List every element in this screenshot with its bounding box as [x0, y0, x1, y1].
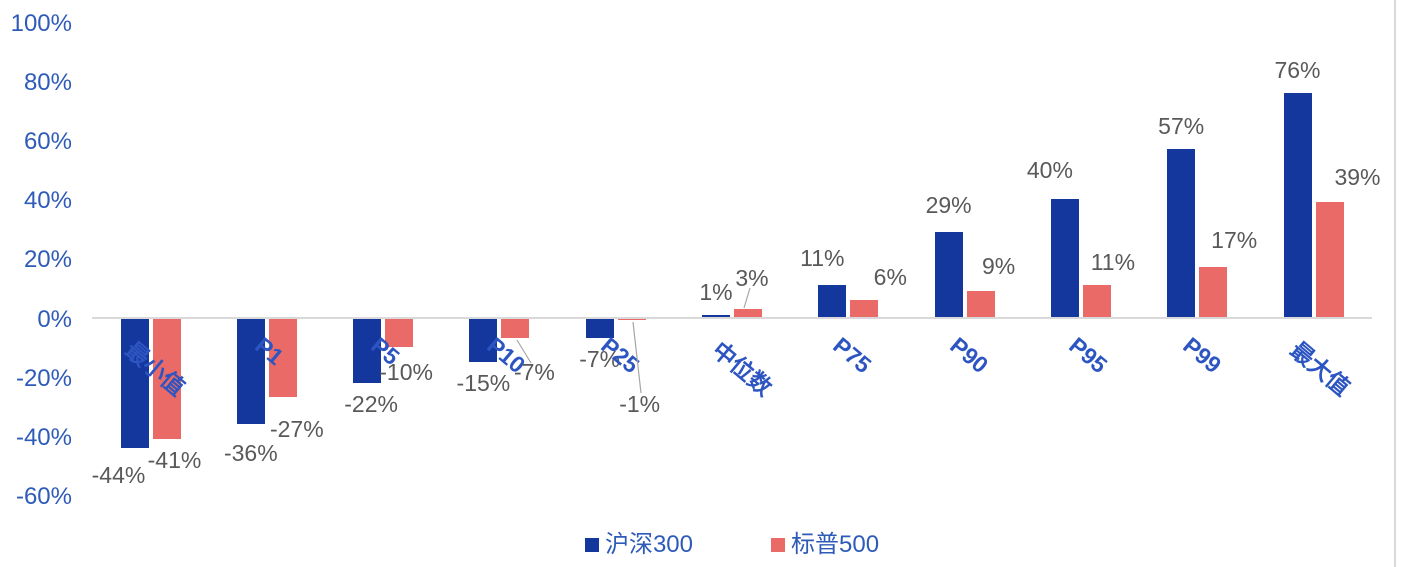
- legend-item-sp500[interactable]: 标普500: [771, 532, 879, 558]
- bar-沪深300-P75[interactable]: [818, 284, 847, 318]
- category-label-P99: P99: [1178, 332, 1227, 379]
- category-label-P90: P90: [944, 332, 993, 379]
- legend-swatch-sp500-icon: [771, 538, 785, 552]
- data-label-沪深300-P5: -22%: [344, 390, 398, 417]
- bar-沪深300-P10[interactable]: [469, 317, 498, 362]
- legend-label-sp500: 标普500: [791, 531, 880, 558]
- data-label-沪深300-P95: 40%: [1026, 157, 1073, 184]
- data-label-标普500-P95: 11%: [1090, 248, 1136, 275]
- leader-line: [743, 287, 751, 309]
- bar-沪深300-P90[interactable]: [934, 231, 963, 318]
- bar-沪深300-中位数[interactable]: [702, 314, 730, 318]
- y-axis-tick-label: -40%: [15, 423, 72, 451]
- bar-标普500-P95[interactable]: [1082, 284, 1111, 318]
- y-axis-tick-label: -20%: [15, 364, 72, 392]
- y-axis-tick-label: 0%: [37, 305, 72, 333]
- bar-沪深300-最小值[interactable]: [120, 317, 149, 448]
- data-label-沪深300-P75: 11%: [800, 244, 845, 271]
- x-axis-line: [92, 317, 1372, 319]
- data-label-标普500-最小值: -41%: [147, 446, 202, 473]
- y-axis-tick-label: 100%: [10, 9, 72, 37]
- data-label-沪深300-中位数: 1%: [699, 278, 733, 305]
- data-label-标普500-P99: 17%: [1211, 227, 1258, 254]
- y-axis-tick-label: 40%: [23, 187, 72, 215]
- bar-标普500-P75[interactable]: [850, 299, 879, 318]
- category-label-P75: P75: [828, 332, 877, 379]
- y-axis-tick-label: 20%: [23, 246, 72, 274]
- data-label-标普500-P10: -7%: [513, 359, 555, 386]
- bar-标普500-最大值[interactable]: [1315, 202, 1344, 318]
- data-label-标普500-P1: -27%: [269, 416, 324, 443]
- bar-沪深300-P99[interactable]: [1167, 148, 1196, 318]
- bar-标普500-P99[interactable]: [1199, 267, 1228, 318]
- y-axis-tick-label: 80%: [23, 68, 72, 96]
- data-label-标普500-P75: 6%: [873, 263, 907, 290]
- bar-标普500-中位数[interactable]: [734, 308, 762, 318]
- data-label-标普500-中位数: 3%: [735, 264, 769, 291]
- data-label-沪深300-P1: -36%: [223, 440, 278, 467]
- bar-标普500-P10[interactable]: [501, 317, 530, 339]
- legend-item-csi300[interactable]: 沪深300: [584, 531, 693, 558]
- bar-标普500-P1[interactable]: [268, 317, 297, 398]
- data-label-标普500-最大值: 39%: [1334, 164, 1381, 191]
- bar-标普500-P25[interactable]: [617, 317, 646, 321]
- chart-right-border: [1394, 0, 1396, 567]
- category-label-P95: P95: [1064, 332, 1113, 379]
- data-label-标普500-P90: 9%: [981, 252, 1016, 279]
- bar-沪深300-P5[interactable]: [353, 317, 382, 383]
- y-axis-tick-label: -60%: [15, 483, 72, 511]
- bar-沪深300-最大值[interactable]: [1283, 92, 1312, 318]
- bar-沪深300-P1[interactable]: [236, 317, 265, 425]
- bar-标普500-最小值[interactable]: [152, 317, 181, 439]
- data-label-沪深300-P99: 57%: [1158, 112, 1205, 139]
- data-label-沪深300-P10: -15%: [456, 369, 511, 396]
- data-label-沪深300-最小值: -44%: [91, 461, 146, 488]
- bar-标普500-P5[interactable]: [385, 317, 414, 348]
- legend: 沪深300 标普500: [92, 531, 1372, 559]
- bar-标普500-P90[interactable]: [966, 290, 995, 318]
- data-label-标普500-P25: -1%: [619, 391, 661, 418]
- category-label-最大值: 最大值: [1284, 336, 1355, 401]
- legend-label-csi300: 沪深300: [604, 531, 693, 558]
- data-label-沪深300-P90: 29%: [925, 191, 972, 218]
- bar-沪深300-P25[interactable]: [585, 317, 614, 339]
- bar-沪深300-P95[interactable]: [1050, 199, 1079, 318]
- legend-swatch-csi300-icon: [584, 538, 599, 552]
- category-label-中位数: 中位数: [707, 336, 778, 401]
- data-label-标普500-P5: -10%: [379, 359, 433, 386]
- y-axis-tick-label: 60%: [23, 127, 72, 155]
- data-label-沪深300-最大值: 76%: [1274, 56, 1321, 83]
- data-label-沪深300-P25: -7%: [579, 346, 621, 373]
